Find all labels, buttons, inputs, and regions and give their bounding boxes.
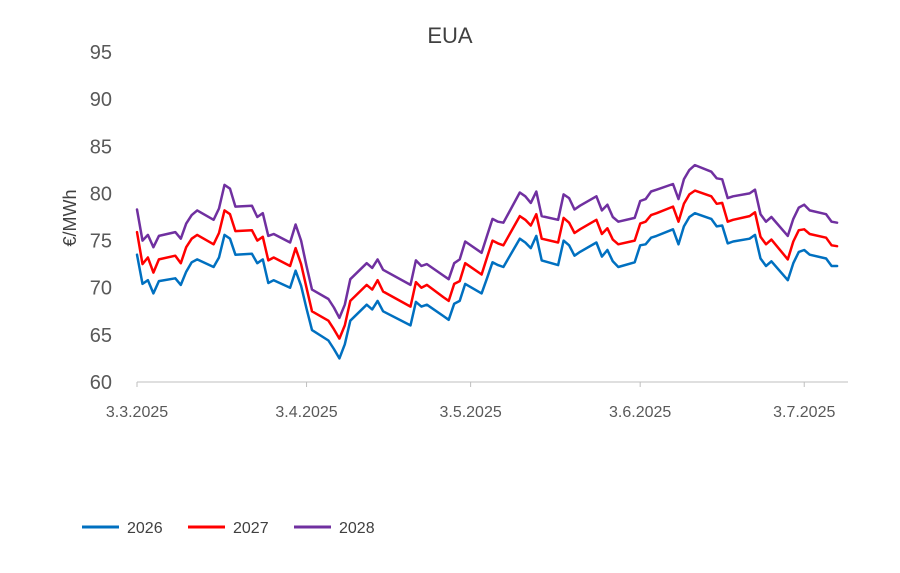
x-tick-label: 3.5.2025: [439, 404, 501, 421]
series-lines: [135, 163, 839, 360]
y-tick-label: 60: [90, 372, 112, 394]
series-line-2027: [135, 189, 839, 340]
legend-label: 2027: [233, 520, 269, 537]
x-axis: 3.3.2025 3.4.2025 3.5.2025 3.6.2025 3.7.2025: [106, 381, 848, 421]
series-line-2028: [135, 163, 839, 320]
y-tick-label: 75: [90, 231, 112, 253]
y-tick-label: 70: [90, 278, 112, 300]
y-tick-label: 80: [90, 183, 112, 205]
y-tick-label: 85: [90, 136, 112, 158]
x-tick-label: 3.7.2025: [773, 404, 835, 421]
chart-title: EUA: [427, 23, 473, 48]
x-tick-label: 3.6.2025: [609, 404, 671, 421]
legend: 2026 2027 2028: [82, 520, 375, 537]
y-tick-label: 95: [90, 42, 112, 64]
x-tick-label: 3.3.2025: [106, 404, 168, 421]
y-tick-label: 65: [90, 325, 112, 347]
y-tick-label: 90: [90, 89, 112, 111]
series-line-2026: [135, 211, 839, 360]
y-axis-label: €/MWh: [60, 189, 80, 246]
y-axis: 60 65 70 75 80 85 90 95: [90, 42, 112, 394]
legend-label: 2026: [127, 520, 163, 537]
x-tick-label: 3.4.2025: [275, 404, 337, 421]
legend-label: 2028: [339, 520, 375, 537]
